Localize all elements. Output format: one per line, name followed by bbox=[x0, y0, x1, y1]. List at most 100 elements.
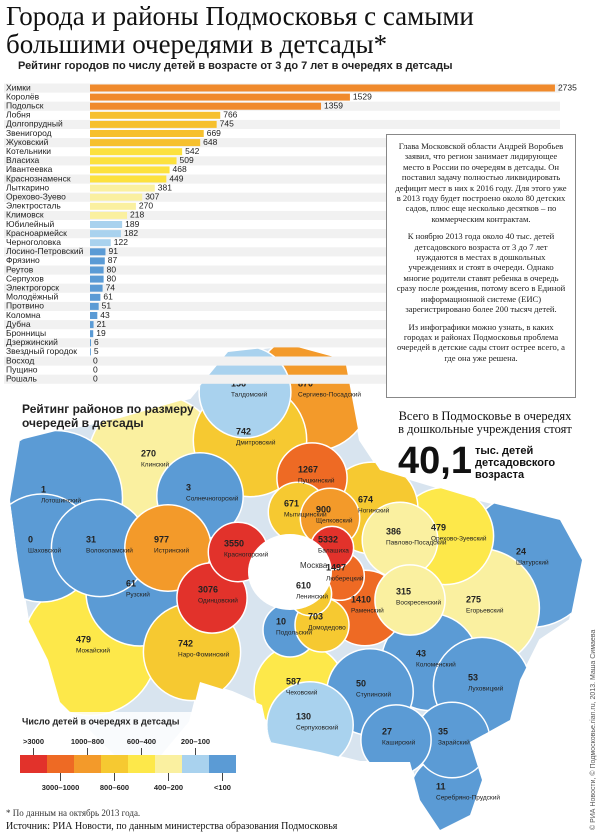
region-value: 1 bbox=[41, 484, 46, 494]
value-label: 542 bbox=[185, 146, 199, 156]
legend: Число детей в очередях в детсады >3000 300… bbox=[8, 712, 248, 798]
region-name: Каширский bbox=[382, 739, 416, 747]
region-name: Рузский bbox=[126, 591, 150, 599]
chart-title: Рейтинг городов по числу детей в возраст… bbox=[18, 60, 453, 72]
region-value: 386 bbox=[386, 526, 401, 536]
region-name: Коломенский bbox=[416, 661, 456, 669]
value-label: 51 bbox=[102, 301, 112, 311]
bar bbox=[90, 275, 104, 283]
value-label: 19 bbox=[96, 328, 106, 338]
value-label: 307 bbox=[145, 191, 159, 201]
category-label: Краснознаменск bbox=[6, 173, 71, 183]
total-value: 40,1 bbox=[398, 440, 472, 482]
legend-label: 600–400 bbox=[127, 737, 156, 746]
region-name: Орехово-Зуевский bbox=[431, 535, 487, 543]
category-label: Протвино bbox=[6, 301, 44, 311]
bar bbox=[90, 239, 111, 247]
region-value: 900 bbox=[316, 504, 331, 514]
region-name: Павлово-Посадский bbox=[386, 539, 447, 547]
bar bbox=[90, 293, 101, 301]
row-band bbox=[4, 174, 560, 184]
region-name: Пушкинский bbox=[298, 477, 335, 485]
value-label: 381 bbox=[158, 182, 172, 192]
region-name: Егорьевский bbox=[466, 607, 504, 615]
region-name: Зарайский bbox=[438, 739, 470, 747]
value-label: 218 bbox=[130, 210, 144, 220]
value-label: 80 bbox=[107, 273, 117, 283]
bar bbox=[90, 175, 167, 183]
legend-label: <100 bbox=[214, 783, 231, 792]
legend-label: 800–600 bbox=[100, 783, 129, 792]
bar bbox=[90, 284, 103, 292]
category-label: Подольск bbox=[6, 100, 44, 110]
legend-label: >3000 bbox=[23, 737, 44, 746]
region-value: 3076 bbox=[198, 584, 218, 594]
category-label: Пущино bbox=[6, 364, 38, 374]
legend-label: 3000–1000 bbox=[42, 783, 80, 792]
region-name: Наро-Фоминский bbox=[178, 651, 230, 659]
value-label: 74 bbox=[106, 282, 116, 292]
row-band bbox=[4, 301, 560, 311]
region-name: Талдомский bbox=[231, 391, 268, 399]
legend-title: Число детей в очередях в детсады bbox=[22, 716, 180, 726]
region-labels: Москва156Талдомский870Сергиево-Посадский… bbox=[28, 378, 549, 801]
region-name: Одинцовский bbox=[198, 597, 238, 605]
title: Города и районы Подмосковья с самыми бол… bbox=[6, 1, 474, 59]
bar bbox=[90, 120, 217, 128]
total-text: Всего в Подмосковье в очередях в дошколь… bbox=[398, 409, 572, 436]
value-label: 1359 bbox=[324, 100, 343, 110]
bar bbox=[90, 321, 94, 329]
legend-swatch bbox=[128, 755, 155, 773]
region-value: 315 bbox=[396, 586, 411, 596]
region-value: 479 bbox=[76, 634, 91, 644]
bar bbox=[90, 211, 128, 219]
total-unit: тыс. детей детсадовского возраста bbox=[475, 445, 556, 481]
region-value: 270 bbox=[141, 448, 156, 458]
row-band bbox=[4, 192, 560, 202]
row-band bbox=[4, 283, 560, 293]
sidebar: Глава Московской области Андрей Воробьев… bbox=[386, 134, 576, 398]
category-label: Дубна bbox=[6, 319, 31, 329]
row-band bbox=[4, 247, 560, 257]
bar bbox=[90, 312, 98, 319]
region-value: 61 bbox=[126, 578, 136, 588]
region-value: 674 bbox=[358, 494, 373, 504]
value-label: 1529 bbox=[353, 91, 372, 101]
category-label: Орехово-Зуево bbox=[6, 191, 66, 201]
bar bbox=[90, 248, 106, 256]
bar bbox=[90, 102, 322, 110]
legend-label: 200–100 bbox=[181, 737, 210, 746]
region-value: 1267 bbox=[298, 464, 318, 474]
legend-label: 1000–800 bbox=[71, 737, 104, 746]
value-label: 21 bbox=[97, 319, 107, 329]
row-band bbox=[4, 356, 560, 366]
value-label: 80 bbox=[107, 264, 117, 274]
value-label: 0 bbox=[93, 373, 98, 383]
region-value: 671 bbox=[284, 498, 299, 508]
region bbox=[374, 564, 446, 636]
region-value: 742 bbox=[178, 638, 193, 648]
value-label: 43 bbox=[100, 310, 110, 320]
legend-swatch bbox=[20, 755, 47, 773]
bar bbox=[90, 266, 104, 274]
region-name: Дмитровский bbox=[236, 439, 276, 447]
bar bbox=[90, 148, 183, 156]
value-label: 91 bbox=[108, 246, 118, 256]
region-value: 275 bbox=[466, 594, 481, 604]
bar bbox=[90, 230, 121, 238]
region-name: Красногорский bbox=[224, 551, 269, 559]
value-label: 2735 bbox=[558, 82, 577, 92]
bar bbox=[90, 302, 99, 310]
region-name: Домодедово bbox=[308, 625, 346, 632]
value-label: 189 bbox=[125, 219, 139, 229]
paragraph: К ноябрю 2013 года около 40 тыс. детей д… bbox=[396, 231, 566, 315]
value-label: 509 bbox=[180, 155, 194, 165]
region-value: 50 bbox=[356, 678, 366, 688]
category-label: Молодёжный bbox=[6, 292, 58, 302]
bar bbox=[90, 221, 123, 228]
value-label: 122 bbox=[114, 237, 128, 247]
category-label: Лыткарино bbox=[6, 182, 49, 192]
value-label: 766 bbox=[223, 110, 237, 120]
region-value: 1497 bbox=[326, 562, 346, 572]
